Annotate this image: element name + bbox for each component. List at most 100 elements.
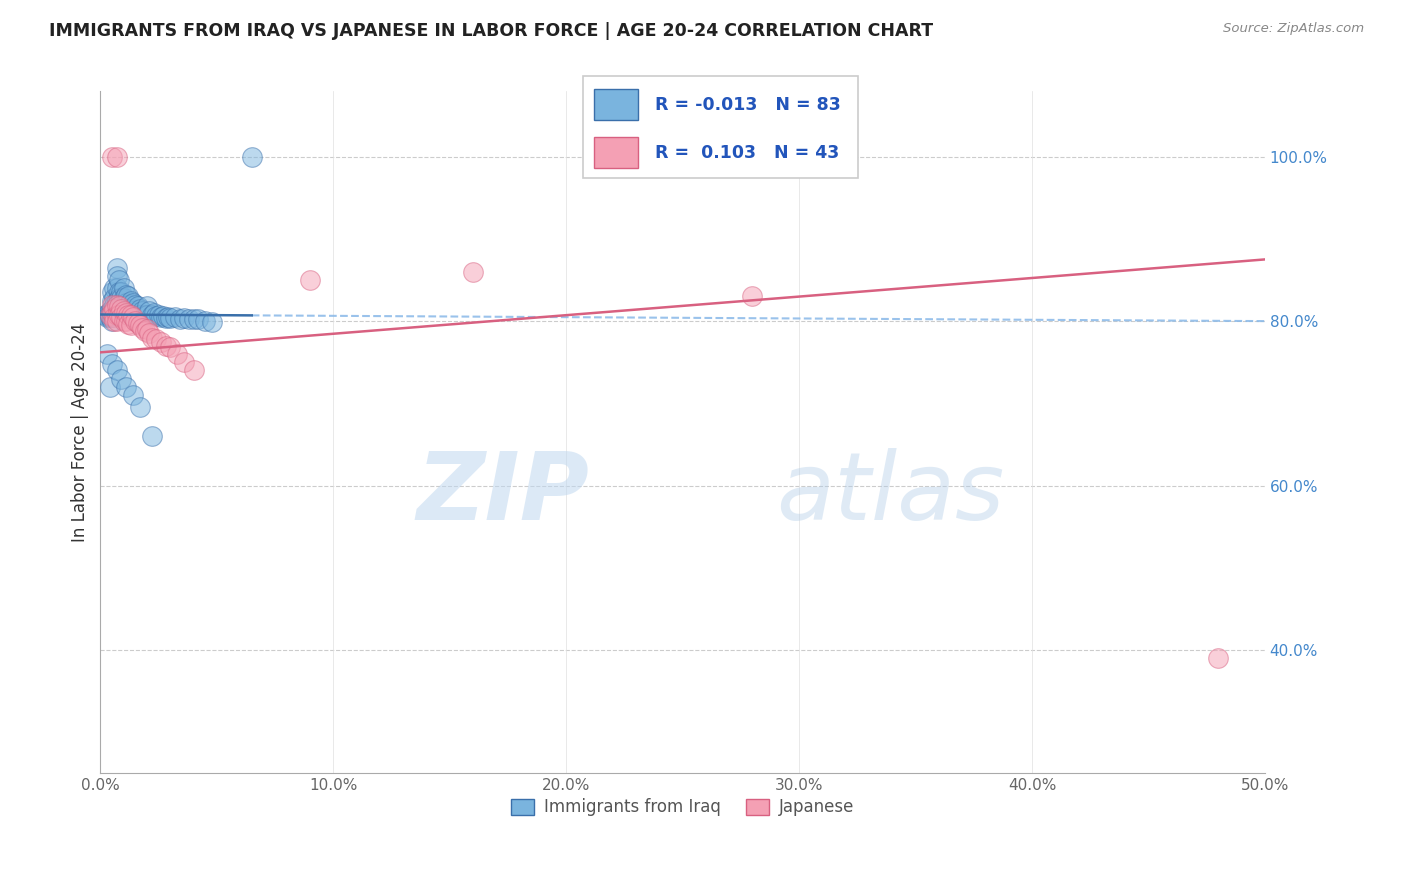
Point — [115, 306, 138, 320]
Y-axis label: In Labor Force | Age 20-24: In Labor Force | Age 20-24 — [72, 323, 89, 541]
Point — [163, 310, 186, 324]
Point — [103, 301, 125, 316]
Point — [183, 312, 205, 326]
Point — [115, 314, 138, 328]
Point — [115, 306, 138, 320]
Point — [122, 310, 145, 324]
Text: IMMIGRANTS FROM IRAQ VS JAPANESE IN LABOR FORCE | AGE 20-24 CORRELATION CHART: IMMIGRANTS FROM IRAQ VS JAPANESE IN LABO… — [49, 22, 934, 40]
Point — [129, 301, 152, 316]
Point — [177, 311, 200, 326]
Point — [134, 324, 156, 338]
Point — [148, 308, 170, 322]
Point — [103, 308, 125, 322]
Point — [141, 308, 163, 322]
Point — [156, 310, 179, 324]
Point — [183, 363, 205, 377]
Point — [138, 304, 160, 318]
Text: Source: ZipAtlas.com: Source: ZipAtlas.com — [1223, 22, 1364, 36]
Point — [105, 150, 128, 164]
Point — [98, 310, 121, 324]
Point — [129, 318, 152, 333]
Point — [112, 301, 135, 316]
Point — [142, 306, 165, 320]
Point — [131, 320, 153, 334]
Point — [101, 150, 124, 164]
Point — [127, 316, 149, 330]
Point — [141, 429, 163, 443]
Point — [141, 330, 163, 344]
Point — [117, 318, 139, 332]
Point — [117, 289, 139, 303]
Point — [98, 380, 121, 394]
Point — [101, 293, 124, 308]
Point — [159, 340, 181, 354]
Point — [105, 281, 128, 295]
Point — [96, 310, 118, 324]
Point — [103, 291, 125, 305]
Point — [96, 308, 118, 322]
Point — [98, 308, 121, 322]
Point — [1206, 651, 1229, 665]
Point — [124, 298, 146, 312]
Point — [105, 363, 128, 377]
Point — [136, 322, 159, 336]
Point — [108, 308, 131, 322]
Text: R =  0.103   N = 43: R = 0.103 N = 43 — [655, 144, 839, 161]
Point — [201, 315, 224, 329]
Point — [741, 289, 763, 303]
Point — [103, 314, 125, 328]
Point — [103, 310, 125, 324]
Point — [159, 310, 181, 325]
Point — [110, 291, 132, 305]
Point — [173, 310, 195, 325]
Point — [115, 380, 138, 394]
Legend: Immigrants from Iraq, Japanese: Immigrants from Iraq, Japanese — [503, 792, 862, 823]
Text: atlas: atlas — [776, 448, 1004, 539]
Point — [155, 339, 177, 353]
Point — [145, 332, 167, 346]
Point — [112, 304, 135, 318]
Point — [110, 308, 132, 322]
Point — [108, 285, 131, 300]
FancyBboxPatch shape — [583, 76, 858, 178]
Point — [101, 285, 124, 300]
Point — [117, 298, 139, 312]
Point — [149, 334, 172, 349]
Point — [166, 347, 188, 361]
Point — [120, 308, 142, 322]
Point — [101, 308, 124, 322]
Point — [129, 308, 152, 322]
Point — [101, 306, 124, 320]
Point — [127, 308, 149, 322]
Point — [110, 301, 132, 316]
Point — [115, 287, 138, 301]
Text: ZIP: ZIP — [416, 448, 589, 540]
Point — [108, 299, 131, 313]
Point — [101, 301, 124, 316]
Point — [105, 268, 128, 283]
Point — [138, 326, 160, 341]
Point — [103, 298, 125, 312]
Point — [108, 273, 131, 287]
Point — [101, 314, 124, 328]
Text: R = -0.013   N = 83: R = -0.013 N = 83 — [655, 95, 841, 113]
Point — [122, 304, 145, 318]
Point — [105, 293, 128, 308]
Point — [105, 308, 128, 322]
Point — [155, 310, 177, 325]
Point — [105, 306, 128, 320]
Point — [194, 314, 217, 328]
Point — [145, 309, 167, 323]
Point — [101, 357, 124, 371]
Point — [112, 281, 135, 295]
Point — [122, 388, 145, 402]
Point — [105, 314, 128, 328]
Point — [108, 308, 131, 322]
Point — [110, 310, 132, 324]
Point — [149, 310, 172, 324]
Point — [134, 308, 156, 322]
Point — [187, 312, 209, 326]
Point — [110, 299, 132, 313]
Point — [96, 347, 118, 361]
Point — [117, 308, 139, 322]
